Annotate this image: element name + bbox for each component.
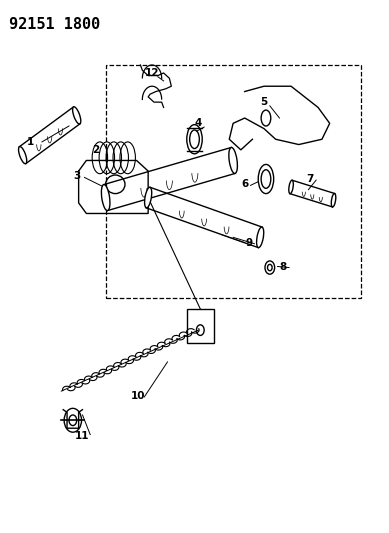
Ellipse shape	[289, 180, 293, 193]
Ellipse shape	[331, 193, 336, 207]
Text: 5: 5	[260, 97, 268, 107]
Text: 1: 1	[27, 137, 34, 147]
Ellipse shape	[145, 187, 152, 208]
Ellipse shape	[19, 147, 27, 164]
Text: 2: 2	[93, 145, 100, 155]
Ellipse shape	[257, 227, 264, 248]
Ellipse shape	[102, 184, 110, 211]
Ellipse shape	[73, 107, 81, 124]
Bar	[187, 309, 214, 343]
Text: 7: 7	[307, 174, 314, 184]
Text: 9: 9	[245, 238, 252, 248]
Text: 12: 12	[145, 68, 159, 78]
Text: 4: 4	[194, 118, 202, 128]
Ellipse shape	[229, 148, 237, 173]
Text: 10: 10	[131, 391, 146, 401]
Text: 3: 3	[73, 172, 80, 181]
Text: 11: 11	[75, 431, 90, 441]
Text: 92151 1800: 92151 1800	[9, 17, 100, 33]
Text: 6: 6	[241, 179, 248, 189]
Text: 8: 8	[280, 262, 287, 271]
